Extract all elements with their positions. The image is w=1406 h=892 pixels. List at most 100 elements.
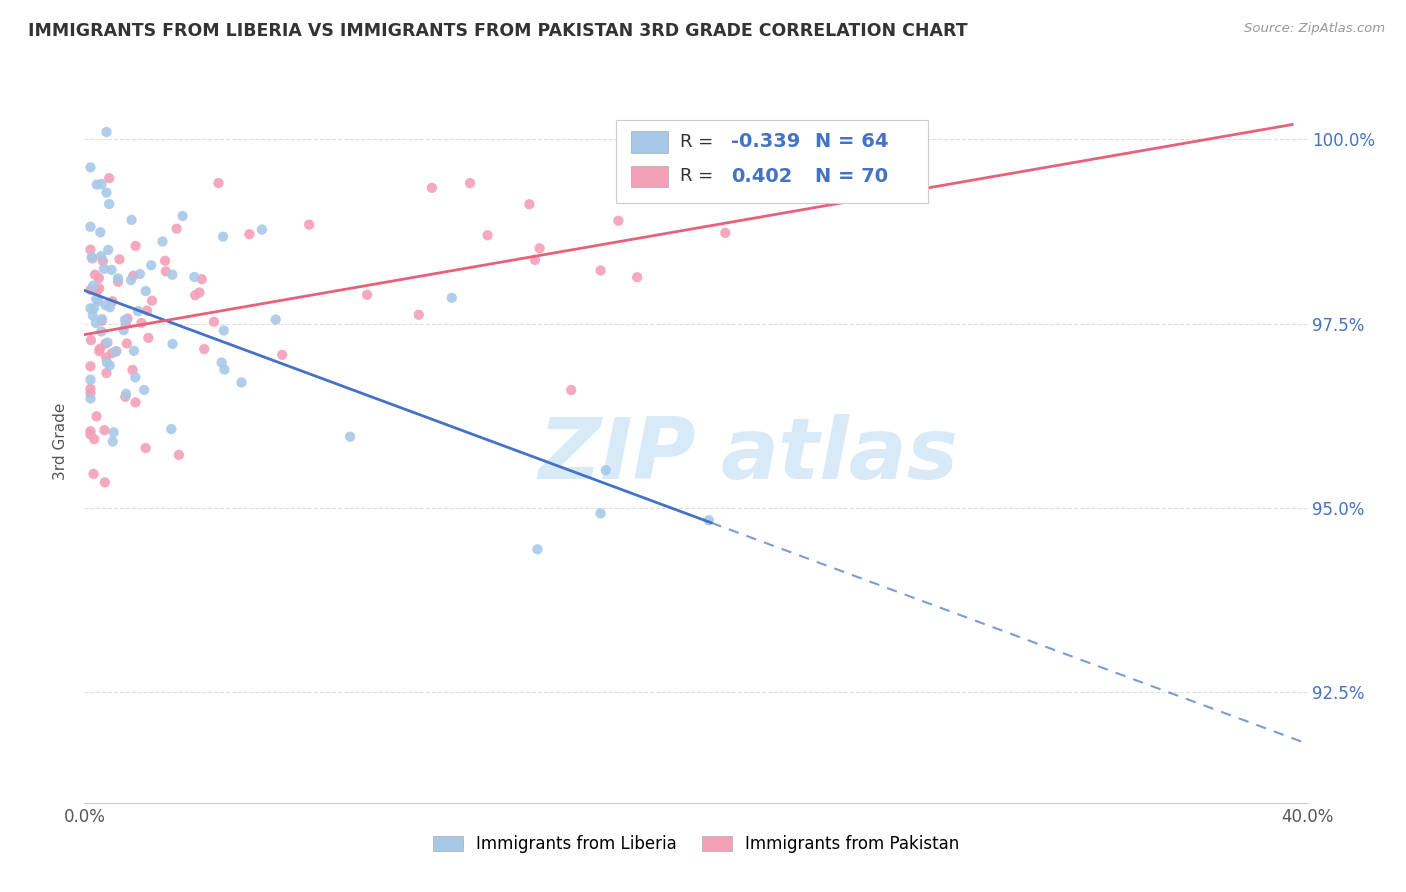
Point [83,301,105,315]
Point [167,448,190,462]
Point [440,291,463,305]
Point [101,294,124,309]
Text: R =: R = [681,168,725,186]
Point [124,395,146,409]
Point [298,218,321,232]
Point [115,318,138,332]
Point [105,344,128,359]
Point [79,424,101,438]
Point [82,309,104,323]
Point [589,263,612,277]
Point [211,355,233,369]
Point [107,271,129,285]
Point [114,390,136,404]
Point [408,308,430,322]
Point [103,425,125,440]
Point [162,268,184,282]
Point [84,268,107,282]
Text: -0.339: -0.339 [731,132,800,152]
Point [82,252,104,266]
Point [190,272,212,286]
Point [122,268,145,283]
Point [104,344,127,359]
Point [80,250,103,264]
Point [83,467,105,481]
Point [162,337,184,351]
Legend: Immigrants from Liberia, Immigrants from Pakistan: Immigrants from Liberia, Immigrants from… [426,828,966,860]
Point [356,288,378,302]
Point [107,275,129,289]
Point [526,542,548,557]
Point [152,235,174,249]
Point [112,323,135,337]
Point [477,228,499,243]
Point [79,386,101,401]
Point [124,239,146,253]
Point [79,219,101,234]
Text: N = 70: N = 70 [814,167,887,186]
Point [121,363,143,377]
Point [135,284,157,298]
Point [595,463,617,477]
Text: ZIP: ZIP [538,415,696,498]
Point [93,261,115,276]
Point [153,253,176,268]
Y-axis label: 3rd Grade: 3rd Grade [53,403,69,480]
Point [214,362,236,376]
Point [117,311,139,326]
Point [96,351,118,365]
Point [96,355,118,369]
FancyBboxPatch shape [631,131,668,153]
Point [91,312,114,326]
Text: 0.402: 0.402 [731,167,793,186]
Point [529,241,551,255]
Point [79,373,101,387]
Text: R =: R = [681,133,718,151]
Point [136,303,159,318]
Point [79,301,101,316]
Point [264,312,287,326]
Point [93,423,115,437]
Point [94,336,117,351]
Point [79,161,101,175]
Point [560,383,582,397]
Point [87,271,110,285]
Point [79,392,101,406]
Point [212,324,235,338]
Point [193,342,215,356]
Point [89,225,111,239]
Point [714,226,737,240]
Point [589,507,612,521]
Point [82,278,104,293]
Point [183,270,205,285]
Point [97,243,120,257]
Point [96,366,118,380]
Text: N = 64: N = 64 [814,132,889,152]
FancyBboxPatch shape [616,120,928,203]
Point [94,475,117,490]
Point [98,300,121,314]
Point [80,333,103,347]
Point [122,343,145,358]
Point [202,315,225,329]
Point [90,177,112,191]
Point [79,382,101,396]
Point [115,336,138,351]
Point [271,348,294,362]
Point [86,284,108,298]
Point [79,359,101,374]
Point [420,181,443,195]
Point [94,298,117,312]
Point [519,197,541,211]
Point [86,409,108,424]
Point [120,273,142,287]
Point [212,229,235,244]
Point [83,432,105,446]
Point [89,342,111,356]
Point [141,293,163,308]
Point [523,252,546,267]
Point [339,430,361,444]
Point [98,197,121,211]
Point [127,304,149,318]
Point [79,283,101,297]
